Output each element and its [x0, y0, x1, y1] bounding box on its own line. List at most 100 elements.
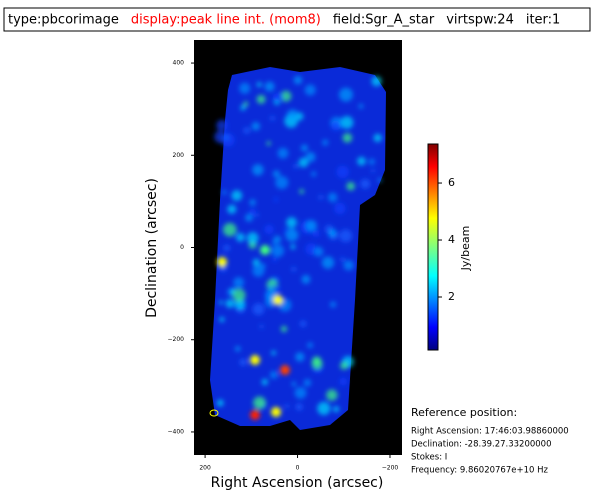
emission-blob: [295, 403, 303, 411]
emission-blob: [273, 197, 279, 202]
reference-line: Right Ascension: 17:46:03.98860000: [411, 427, 569, 437]
emission-blob: [272, 256, 278, 263]
emission-blob: [301, 274, 311, 284]
emission-blob: [340, 257, 346, 262]
emission-blob: [311, 358, 323, 370]
reference-line: Stokes: I: [411, 453, 447, 463]
emission-blob: [339, 87, 353, 102]
image-footprint: [210, 67, 386, 430]
colorbar-label: Jy/beam: [459, 226, 472, 272]
emission-blob: [340, 116, 354, 130]
emission-blob: [371, 76, 382, 87]
emission-blob: [227, 204, 237, 214]
emission-blob: [250, 355, 260, 365]
emission-blob: [293, 163, 299, 169]
emission-blob: [312, 229, 320, 238]
emission-blob: [248, 208, 257, 216]
emission-blob: [303, 379, 312, 387]
emission-blob: [286, 217, 297, 228]
emission-blob: [290, 244, 296, 250]
colorbar: [427, 143, 439, 351]
emission-blob: [264, 81, 275, 92]
emission-blob: [299, 320, 307, 328]
emission-blob: [251, 121, 261, 131]
emission-blob: [231, 190, 243, 202]
emission-blob: [240, 105, 246, 111]
y-tick-label: 200: [173, 152, 185, 159]
x-tick-label: −200: [382, 465, 399, 472]
emission-blob: [289, 228, 294, 233]
emission-blob: [245, 213, 253, 222]
header-box: [3, 7, 591, 32]
emission-blob: [272, 170, 281, 178]
emission-blob: [216, 399, 224, 407]
emission-blob: [269, 371, 278, 379]
emission-blob: [223, 244, 231, 252]
emission-blob: [256, 81, 262, 88]
emission-blob: [222, 190, 227, 195]
emission-blob: [252, 303, 265, 316]
y-axis-label: Declination (arcsec): [144, 178, 160, 318]
colorbar-tick-label: 4: [448, 233, 455, 246]
emission-blob: [272, 93, 281, 102]
emission-blob: [318, 194, 324, 200]
emission-blob: [285, 228, 299, 242]
emission-blob: [280, 365, 290, 375]
emission-blob: [246, 232, 259, 244]
reference-title: Reference position:: [411, 406, 517, 419]
emission-blob: [254, 213, 259, 218]
emission-blob: [311, 171, 317, 177]
emission-blob: [333, 406, 340, 413]
emission-blob: [271, 350, 277, 356]
emission-blob: [261, 378, 269, 386]
emission-blob: [286, 109, 299, 121]
emission-blob: [243, 101, 249, 107]
emission-blob: [274, 276, 280, 282]
emission-blob: [249, 199, 256, 206]
emission-blob: [336, 165, 349, 179]
emission-blob: [264, 224, 274, 235]
emission-blob: [321, 256, 335, 269]
colorbar-tick-label: 2: [448, 290, 455, 303]
emission-blob: [267, 285, 273, 290]
emission-blob: [260, 245, 270, 255]
emission-blob: [239, 82, 251, 94]
emission-blob: [339, 229, 353, 243]
emission-blob: [235, 232, 245, 242]
reference-line: Declination: -28.39.27.33200000: [411, 440, 552, 450]
x-tick-label: 0: [296, 465, 300, 472]
emission-blob: [293, 75, 303, 85]
header: type:pbcorimage display:peak line int. (m…: [8, 13, 560, 28]
emission-blob: [358, 103, 364, 109]
emission-blob: [373, 133, 382, 143]
reference-line: Frequency: 9.86020767e+10 Hz: [411, 466, 548, 476]
emission-blob: [370, 168, 376, 173]
emission-blob: [346, 181, 356, 191]
y-tick-label: −200: [168, 336, 185, 343]
emission-blob: [330, 120, 341, 131]
y-tick-label: −400: [168, 428, 185, 435]
emission-blob: [269, 115, 276, 121]
emission-blob: [256, 94, 266, 104]
emission-blob: [243, 127, 251, 134]
emission-blob: [300, 144, 309, 152]
image-content: [209, 67, 386, 430]
emission-blob: [250, 410, 260, 420]
emission-blob: [273, 295, 283, 305]
emission-blob: [284, 404, 290, 409]
emission-blob: [259, 324, 264, 329]
emission-blob: [271, 407, 281, 417]
emission-blob: [295, 352, 305, 362]
emission-blob: [327, 192, 338, 203]
beam: [209, 409, 219, 417]
emission-blob: [342, 132, 353, 143]
emission-blob: [360, 178, 371, 189]
emission-blob: [273, 235, 282, 244]
emission-blob: [225, 299, 235, 309]
emission-blob: [266, 141, 271, 146]
emission-blob: [357, 156, 366, 166]
emission-blob: [280, 90, 292, 102]
header-item: virtspw:24: [446, 13, 514, 28]
colorbar-tick-label: 6: [448, 176, 455, 189]
